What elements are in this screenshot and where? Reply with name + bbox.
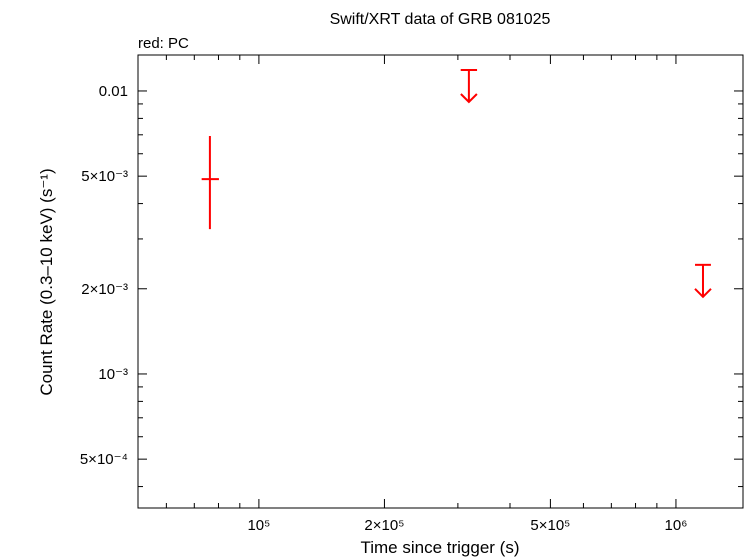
plot-frame xyxy=(137,54,744,509)
x-axis-label: Time since trigger (s) xyxy=(360,538,519,557)
y-tick-label: 0.01 xyxy=(99,83,128,100)
y-tick-label: 5×10⁻⁴ xyxy=(80,451,128,468)
upper-limit-arrow xyxy=(460,70,478,104)
y-tick-label: 5×10⁻³ xyxy=(81,168,128,185)
y-axis-label: Count Rate (0.3–10 keV) (s⁻¹) xyxy=(37,168,56,395)
legend-label: red: PC xyxy=(138,35,189,52)
chart-title: Swift/XRT data of GRB 081025 xyxy=(330,11,551,28)
x-tick-label: 10⁵ xyxy=(247,517,270,534)
upper-limit-arrow xyxy=(694,264,712,299)
y-tick-label: 2×10⁻³ xyxy=(81,281,128,298)
y-tick-label: 10⁻³ xyxy=(98,366,128,383)
x-tick-label: 5×10⁵ xyxy=(530,517,570,534)
x-tick-label: 10⁶ xyxy=(665,517,688,534)
x-tick-label: 2×10⁵ xyxy=(364,517,404,534)
